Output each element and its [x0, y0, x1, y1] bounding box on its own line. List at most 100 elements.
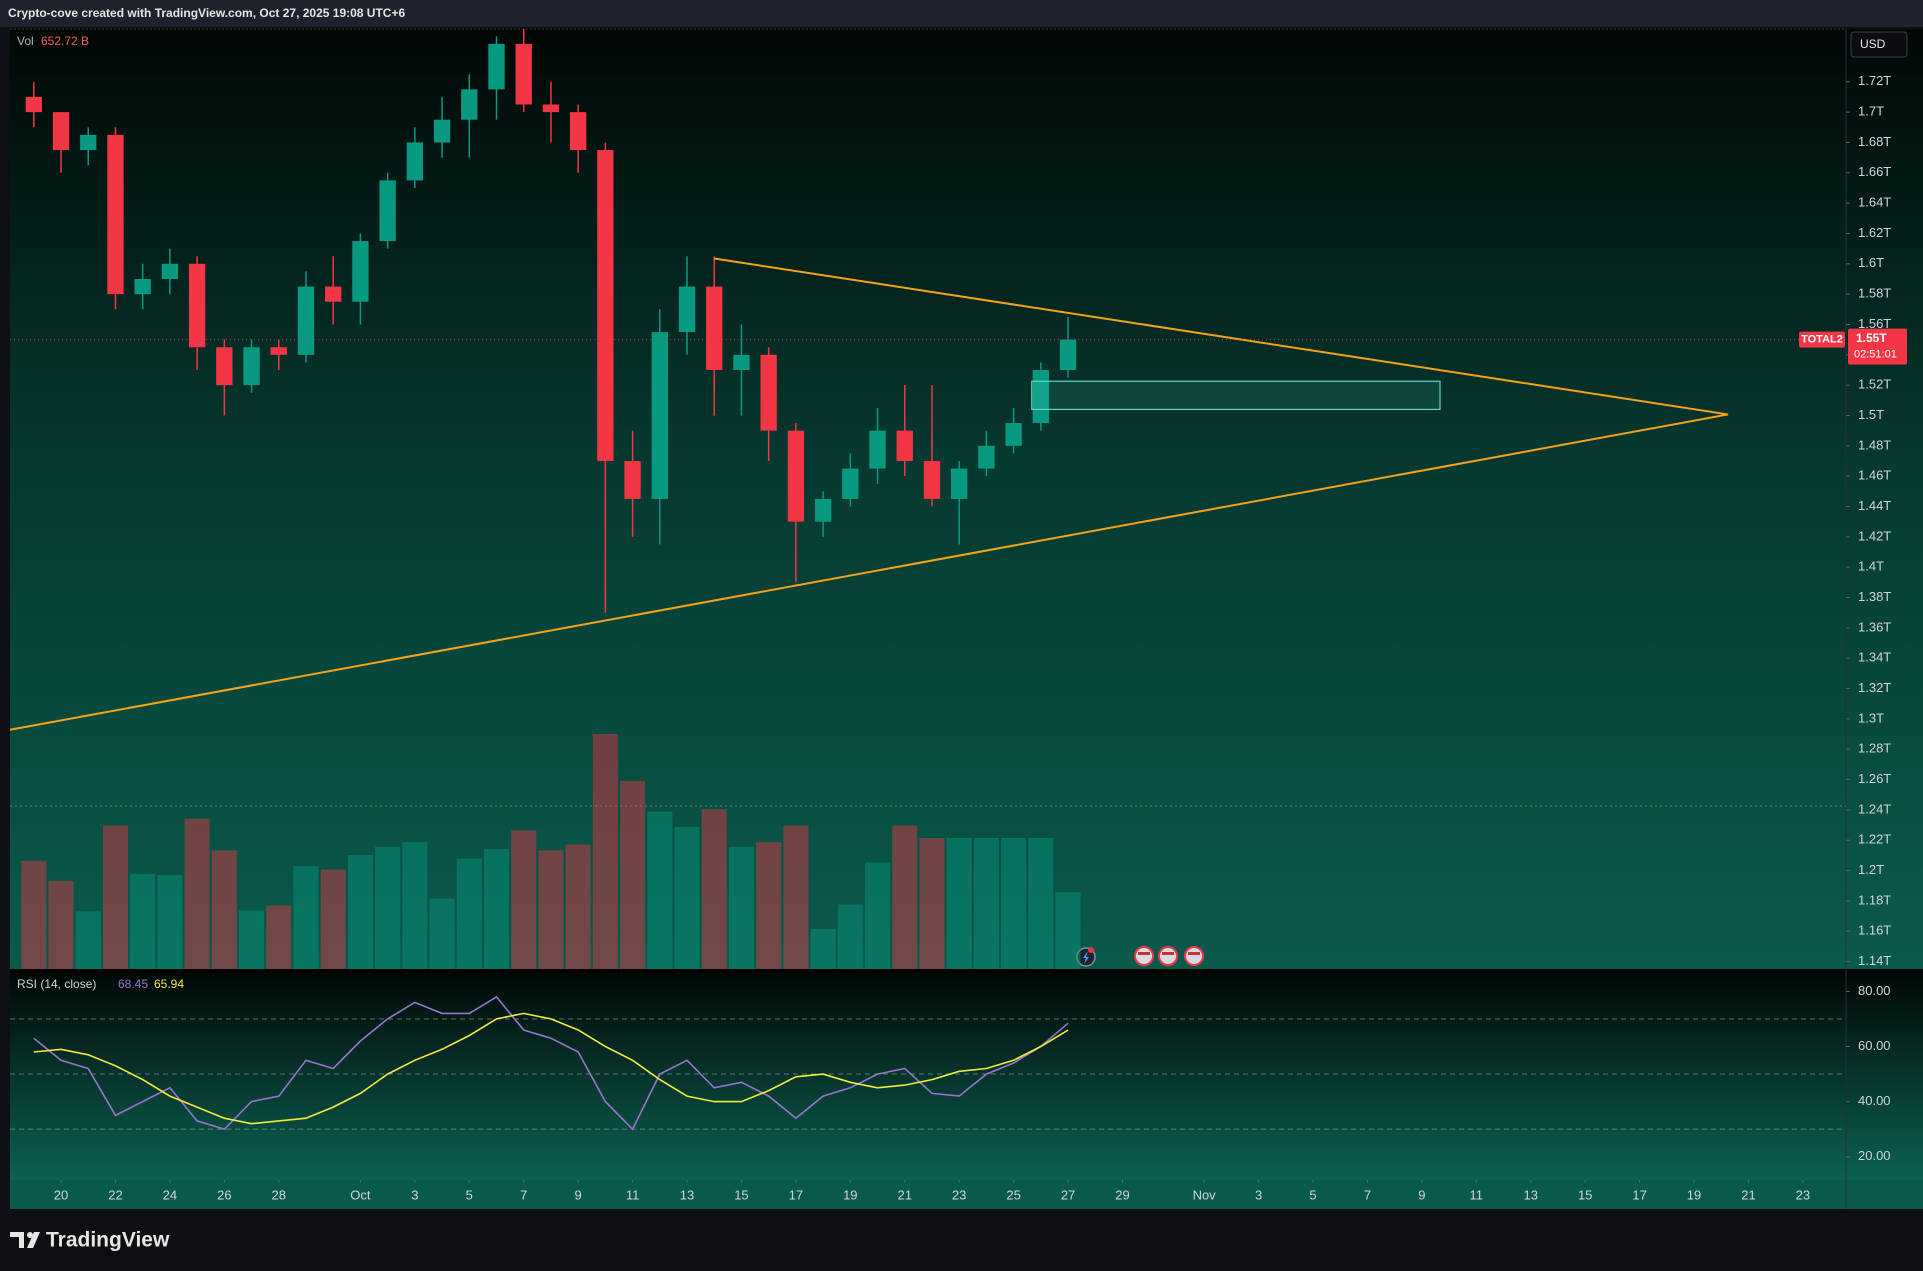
price-countdown: 02:51:01	[1854, 349, 1897, 361]
x-tick-label: 21	[1741, 1187, 1755, 1202]
event-us[interactable]	[1158, 946, 1178, 966]
event-icons	[1076, 946, 1204, 967]
rsi-legend-value: 68.45	[118, 977, 148, 991]
volume-bar	[1055, 892, 1081, 969]
candle-body	[406, 142, 424, 181]
y-tick-label: 1.44T	[1858, 498, 1891, 513]
candle-body	[706, 286, 723, 370]
candle-body	[1059, 339, 1077, 370]
x-tick-label: 19	[1687, 1187, 1701, 1202]
y-tick-label: 1.5T	[1858, 407, 1884, 422]
footer-logo: TradingView	[10, 1229, 170, 1252]
y-tick-label: 1.24T	[1858, 801, 1891, 816]
rsi-tick-label: 80.00	[1858, 983, 1891, 998]
rsi-line	[33, 995, 1069, 1131]
volume-bar	[157, 875, 183, 969]
event-dot	[1088, 947, 1094, 953]
x-tick-label: 3	[1255, 1187, 1262, 1202]
y-tick-label: 1.34T	[1858, 650, 1891, 665]
x-tick-label: 5	[1309, 1187, 1316, 1202]
x-tick-label: 29	[1115, 1187, 1129, 1202]
y-tick-label: 1.22T	[1858, 832, 1891, 847]
volume-bar	[1028, 837, 1054, 969]
volume-bar	[620, 781, 646, 969]
x-tick-label: 15	[734, 1187, 748, 1202]
candle-body	[243, 347, 260, 386]
volume-bar	[592, 734, 618, 969]
volume-bar	[483, 849, 510, 969]
y-tick-label: 1.36T	[1858, 619, 1891, 634]
currency-label: USD	[1860, 37, 1886, 51]
axes: 1.14T 1.16T 1.18T 1.2T 1.22T 1.24T 1.26T 1.28T 1…	[54, 73, 1907, 1202]
volume-bar	[375, 846, 401, 969]
symbol-tag-label: TOTAL2	[1801, 334, 1843, 346]
x-tick-label: 26	[217, 1187, 231, 1202]
volume-bar	[293, 866, 319, 969]
candle-body	[923, 461, 941, 499]
x-tick-label: 24	[163, 1187, 177, 1202]
candle-body	[80, 134, 97, 151]
volume-bar	[756, 842, 782, 969]
x-tick-label: 7	[520, 1187, 527, 1202]
price-tag	[1848, 328, 1907, 365]
x-tick-label: 5	[466, 1187, 473, 1202]
time-axis	[10, 1180, 1923, 1209]
x-tick-label: Oct	[350, 1187, 371, 1202]
y-tick-label: 1.6T	[1858, 255, 1884, 270]
trend-line	[714, 257, 1729, 416]
x-tick-label: 23	[1796, 1187, 1810, 1202]
volume-bar	[429, 898, 455, 969]
volume-bar	[102, 825, 128, 969]
volume-legend-title: Vol	[17, 34, 34, 48]
rsi-tick-label: 40.00	[1858, 1093, 1891, 1108]
candle-body	[597, 150, 614, 462]
y-tick-label: 1.42T	[1858, 528, 1891, 543]
x-tick-label: 13	[1524, 1187, 1538, 1202]
x-tick-label: 20	[54, 1187, 68, 1202]
x-tick-label: 17	[789, 1187, 803, 1202]
candle-body	[433, 119, 451, 143]
y-tick-label: 1.32T	[1858, 680, 1891, 695]
candle-body	[297, 286, 315, 355]
candle-body	[379, 180, 396, 242]
candle-body	[216, 347, 233, 386]
event-us[interactable]	[1184, 946, 1204, 966]
y-tick-label: 1.72T	[1858, 73, 1891, 88]
x-tick-label: 13	[680, 1187, 694, 1202]
y-tick-label: 1.56T	[1858, 316, 1891, 331]
x-tick-label: 15	[1578, 1187, 1592, 1202]
candle-body	[270, 347, 287, 355]
volume-bar	[674, 826, 700, 969]
x-tick-label: 22	[108, 1187, 122, 1202]
x-tick-label: 21	[898, 1187, 912, 1202]
footer-bar	[0, 1209, 1923, 1271]
volume-bar	[810, 929, 836, 969]
flag-stripe	[1188, 952, 1200, 955]
rsi-tick-label: 60.00	[1858, 1038, 1891, 1053]
y-tick-label: 1.66T	[1858, 164, 1891, 179]
candle-body	[814, 498, 832, 522]
volume-bar	[783, 825, 809, 969]
trend-line	[10, 413, 1729, 731]
y-tick-label: 1.62T	[1858, 225, 1891, 240]
y-tick-label: 1.7T	[1858, 104, 1884, 119]
rsi-tick-label: 20.00	[1858, 1148, 1891, 1163]
volume-bar	[184, 818, 210, 969]
x-tick-label: 7	[1364, 1187, 1371, 1202]
x-tick-label: 27	[1061, 1187, 1075, 1202]
x-tick-label: 11	[1470, 1187, 1484, 1202]
currency-button[interactable]	[1850, 31, 1908, 58]
y-tick-label: 1.48T	[1858, 437, 1891, 452]
x-tick-label: 17	[1632, 1187, 1646, 1202]
x-tick-label: 25	[1006, 1187, 1020, 1202]
header-title: Crypto-cove created with TradingView.com…	[8, 6, 405, 20]
flag-stripe	[1138, 952, 1150, 955]
y-tick-label: 1.58T	[1858, 286, 1891, 301]
rsi-legend-title: RSI (14, close)	[17, 977, 96, 991]
y-tick-label: 1.2T	[1858, 862, 1884, 877]
x-tick-label: 9	[1418, 1187, 1425, 1202]
event-us[interactable]	[1134, 946, 1154, 966]
volume-bar	[892, 825, 918, 969]
candle-body	[651, 332, 668, 499]
